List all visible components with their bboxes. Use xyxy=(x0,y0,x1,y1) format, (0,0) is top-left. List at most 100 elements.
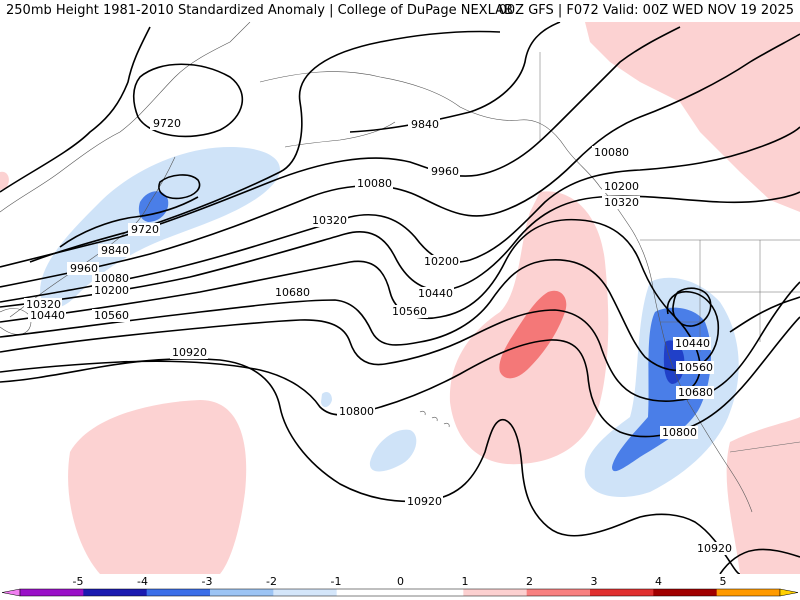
colorbar-segment xyxy=(273,589,338,596)
model-run-info: 00Z GFS | F072 Valid: 00Z WED NOV 19 202… xyxy=(498,3,794,18)
colorbar-segment xyxy=(400,589,464,596)
coastline-kamchatka xyxy=(131,156,176,228)
contour-9960 xyxy=(0,26,681,268)
colorbar-segment xyxy=(590,589,654,596)
label-9840-north: 9840 xyxy=(408,118,440,131)
anomaly-negative-central xyxy=(369,429,417,472)
label-10440-west: 10440 xyxy=(28,309,66,322)
svg-text:10560: 10560 xyxy=(94,309,129,322)
label-10080-west: 10080 xyxy=(92,272,130,285)
svg-text:10440: 10440 xyxy=(675,337,710,350)
coastline-hawaii xyxy=(419,410,450,428)
product-title: 250mb Height 1981-2010 Standardized Anom… xyxy=(6,3,513,18)
colorbar-tick-label: 0 xyxy=(397,575,404,588)
label-10440-east: 10440 xyxy=(673,337,711,350)
svg-text:10440: 10440 xyxy=(30,309,65,322)
label-10920-southeast: 10920 xyxy=(695,542,733,555)
svg-text:10320: 10320 xyxy=(312,214,347,227)
svg-text:10200: 10200 xyxy=(424,255,459,268)
label-10680-east: 10680 xyxy=(676,386,714,399)
label-9960-east: 9960 xyxy=(428,165,460,178)
anomaly-positive-west-edge xyxy=(0,171,9,190)
anomaly-positive-southwest xyxy=(68,400,247,574)
border-us-mexico xyxy=(729,441,800,453)
colorbar-tick-label: -4 xyxy=(137,575,148,588)
map-canvas: 9720 9720 9840 9840 9960 9960 10080 1008… xyxy=(0,22,800,574)
label-10320-mid: 10320 xyxy=(310,214,348,227)
svg-text:10080: 10080 xyxy=(594,146,629,159)
label-10080-mid: 10080 xyxy=(355,177,393,190)
label-10200-mid: 10200 xyxy=(422,255,460,268)
colorbar-tick-label: -2 xyxy=(266,575,277,588)
contour-10920-west xyxy=(0,358,741,574)
contour-labels: 9720 9720 9840 9840 9960 9960 10080 1008… xyxy=(24,117,733,555)
coastlines xyxy=(0,22,753,513)
svg-text:9960: 9960 xyxy=(70,262,98,275)
colorbar-tick-label: -1 xyxy=(331,575,342,588)
label-10920-west: 10920 xyxy=(170,346,208,359)
svg-text:10560: 10560 xyxy=(392,305,427,318)
anomaly-positive-northeast xyxy=(585,22,800,212)
label-10200-west: 10200 xyxy=(92,284,130,297)
colorbar-segment xyxy=(526,589,591,596)
svg-text:10560: 10560 xyxy=(678,361,713,374)
contour-9840-northeast xyxy=(349,22,561,133)
svg-text:10200: 10200 xyxy=(604,180,639,193)
colorbar-swatches xyxy=(1,588,799,597)
contour-10920-southeast xyxy=(719,548,800,574)
colorbar-tick-label: 2 xyxy=(526,575,533,588)
svg-text:9720: 9720 xyxy=(153,117,181,130)
label-10680-west: 10680 xyxy=(273,286,311,299)
svg-text:10920: 10920 xyxy=(697,542,732,555)
label-10560-west: 10560 xyxy=(92,309,130,322)
colorbar-max-arrow xyxy=(779,588,799,597)
contour-10920-northeast-edge xyxy=(729,296,800,333)
svg-text:10440: 10440 xyxy=(418,287,453,300)
label-9840-west: 9840 xyxy=(98,244,130,257)
anomaly-positive-core xyxy=(499,290,567,379)
coastline-alaska xyxy=(259,71,631,228)
anomaly-negative-west-core xyxy=(138,191,169,222)
coastline-asia xyxy=(0,22,251,213)
colorbar: -5 -4 -3 -2 -1 0 1 2 3 4 5 xyxy=(1,575,799,597)
contour-closed-low-east xyxy=(672,287,712,327)
svg-text:10800: 10800 xyxy=(339,405,374,418)
label-9720-kamchatka: 9720 xyxy=(128,223,160,236)
label-10800-mid: 10800 xyxy=(337,405,375,418)
colorbar-tick-label: 4 xyxy=(655,575,662,588)
svg-text:9840: 9840 xyxy=(411,118,439,131)
colorbar-tick-label: 1 xyxy=(462,575,469,588)
label-10560-mid: 10560 xyxy=(390,305,428,318)
label-9720-north: 9720 xyxy=(150,117,182,130)
colorbar-segment xyxy=(336,589,401,596)
label-10560-east: 10560 xyxy=(676,361,714,374)
label-10440-mid: 10440 xyxy=(416,287,454,300)
colorbar-segment xyxy=(83,589,148,596)
contour-10800 xyxy=(0,316,800,438)
label-10800-east: 10800 xyxy=(660,426,698,439)
contour-10560 xyxy=(0,259,720,372)
anomaly-positive-southeast xyxy=(726,417,800,574)
anomaly-negative-dot xyxy=(321,392,332,408)
svg-text:10080: 10080 xyxy=(94,272,129,285)
colorbar-segment xyxy=(146,589,211,596)
svg-text:10080: 10080 xyxy=(357,177,392,190)
label-10320-west: 10320 xyxy=(24,298,62,311)
colorbar-segment xyxy=(716,589,781,596)
colorbar-segment xyxy=(653,589,718,596)
svg-text:10680: 10680 xyxy=(678,386,713,399)
colorbar-segment xyxy=(210,589,274,596)
svg-text:10680: 10680 xyxy=(275,286,310,299)
svg-text:10320: 10320 xyxy=(604,196,639,209)
svg-text:10800: 10800 xyxy=(662,426,697,439)
svg-text:9840: 9840 xyxy=(101,244,129,257)
contour-9720-kamchatka xyxy=(59,196,199,248)
colorbar-tick-label: 3 xyxy=(591,575,598,588)
label-10920-south: 10920 xyxy=(405,495,443,508)
svg-text:10920: 10920 xyxy=(407,495,442,508)
contour-9840-west xyxy=(0,26,151,193)
colorbar-tick-labels: -5 -4 -3 -2 -1 0 1 2 3 4 5 xyxy=(73,575,727,588)
label-10080-east: 10080 xyxy=(592,146,630,159)
anomaly-shading xyxy=(0,22,800,574)
colorbar-tick-label: 5 xyxy=(720,575,727,588)
